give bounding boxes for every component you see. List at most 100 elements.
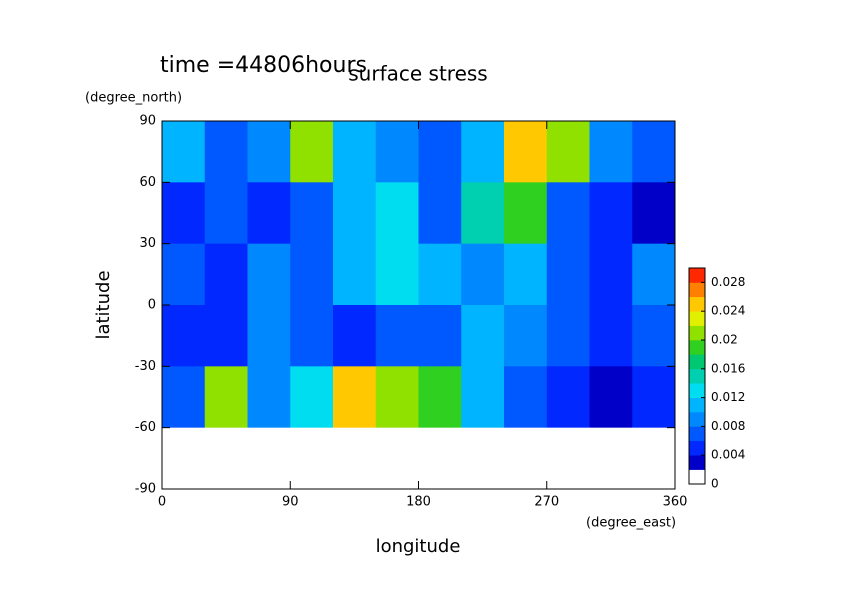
field-cell [204, 182, 248, 245]
colorbar-segment [689, 340, 705, 355]
x-tick-label: 360 [663, 495, 688, 510]
field-cell [333, 243, 377, 306]
colorbar-segment [689, 311, 705, 326]
colorbar-segment [689, 440, 705, 456]
colorbar-segment [689, 325, 705, 341]
field-cell [589, 427, 633, 490]
field-cell [247, 305, 291, 367]
field-cell [290, 121, 334, 183]
field-cell [375, 121, 419, 183]
y-axis-label: latitude [93, 270, 114, 339]
field-cell [632, 305, 676, 367]
field-cell [461, 243, 505, 306]
field-cell [204, 366, 248, 429]
field-cell [589, 366, 633, 429]
field-cell [546, 427, 590, 490]
colorbar-tick-label: 0 [711, 477, 719, 491]
field-cell [461, 121, 505, 183]
field-cell [375, 427, 419, 490]
field-cell [162, 366, 206, 429]
colorbar-segment [689, 383, 705, 398]
field-cell [632, 427, 676, 490]
field-cell [461, 427, 505, 490]
colorbar-tick-label: 0.004 [711, 448, 745, 462]
field-cell [333, 427, 377, 490]
x-tick-label: 90 [282, 495, 299, 510]
field-cell [504, 366, 548, 429]
field-cell [589, 243, 633, 306]
field-cell [290, 305, 334, 367]
field-cell [418, 182, 462, 245]
field-cell [204, 121, 248, 183]
field-cell [546, 182, 590, 245]
field-cell [504, 121, 548, 183]
field-cell [546, 305, 590, 367]
field-cell [461, 182, 505, 245]
field-cell [247, 243, 291, 306]
field-cell [375, 182, 419, 245]
field-cell [375, 366, 419, 429]
field-cell [333, 121, 377, 183]
x-tick-label: 0 [158, 495, 166, 510]
y-unit: (degree_north) [85, 91, 182, 106]
field-cell [247, 366, 291, 429]
y-tick-label: -30 [135, 359, 156, 374]
colorbar-segment [689, 412, 705, 427]
y-tick-label: -60 [135, 420, 156, 435]
colorbar-segment [689, 368, 705, 384]
field-cell [247, 427, 291, 490]
field-cell [247, 182, 291, 245]
field-cell [162, 243, 206, 306]
field-cell [162, 427, 206, 490]
field-cell [162, 121, 206, 183]
y-tick-label: 60 [139, 175, 156, 190]
y-tick-label: 0 [148, 298, 156, 313]
colorbar-tick-label: 0.016 [711, 361, 745, 375]
colorbar-segment [689, 296, 705, 312]
field-cell [589, 182, 633, 245]
x-tick-label: 270 [534, 495, 559, 510]
field-cell [504, 182, 548, 245]
field-cell [418, 243, 462, 306]
field-cell [247, 121, 291, 183]
field-cell [290, 427, 334, 490]
field-cell [504, 305, 548, 367]
field-cell [632, 121, 676, 183]
field-cell [290, 243, 334, 306]
field-cell [204, 243, 248, 306]
field-cell [546, 243, 590, 306]
field-cell [632, 366, 676, 429]
field-cell [375, 243, 419, 306]
field-cell [546, 121, 590, 183]
colorbar-tick-label: 0.02 [711, 333, 738, 347]
colorbar-tick-label: 0.008 [711, 419, 745, 433]
field-cell [333, 305, 377, 367]
field-cell [418, 121, 462, 183]
chart-title: surface stress [348, 62, 487, 86]
colorbar-segment [689, 268, 705, 283]
field-cell [333, 366, 377, 429]
x-tick-label: 180 [406, 495, 431, 510]
colorbar-segment [689, 397, 705, 413]
field-cell [632, 182, 676, 245]
colorbar-segment [689, 282, 705, 298]
field-cell [504, 243, 548, 306]
field-cell [418, 366, 462, 429]
field-cell [461, 305, 505, 367]
field-cell [204, 427, 248, 490]
field-cell [418, 427, 462, 490]
colorbar-segment [689, 426, 705, 442]
field-cell [504, 427, 548, 490]
y-tick-label: 90 [139, 114, 156, 129]
x-unit: (degree_east) [586, 516, 676, 531]
field-cell [546, 366, 590, 429]
field-cell [589, 121, 633, 183]
colorbar-segment [689, 354, 705, 370]
x-axis-label: longitude [376, 536, 461, 557]
colorbar-tick-label: 0.012 [711, 390, 745, 404]
colorbar-segment [689, 469, 705, 485]
field-cell [375, 305, 419, 367]
field-cell [204, 305, 248, 367]
field-cell [333, 182, 377, 245]
